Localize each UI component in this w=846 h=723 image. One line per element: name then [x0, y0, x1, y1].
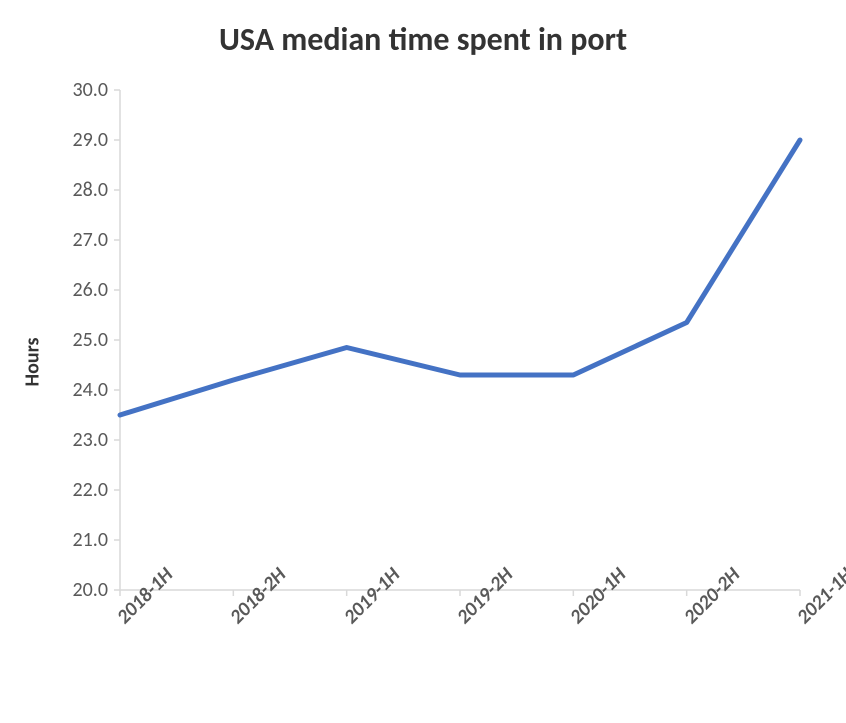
y-tick-label: 20.0 [60, 578, 108, 602]
data-line [120, 140, 800, 415]
y-tick-label: 25.0 [60, 328, 108, 352]
y-tick-label: 26.0 [60, 278, 108, 302]
y-tick-label: 23.0 [60, 428, 108, 452]
y-tick-label: 27.0 [60, 228, 108, 252]
y-tick-label: 29.0 [60, 128, 108, 152]
y-tick-label: 22.0 [60, 478, 108, 502]
y-tick-label: 30.0 [60, 78, 108, 102]
y-tick-label: 28.0 [60, 178, 108, 202]
y-tick-label: 21.0 [60, 528, 108, 552]
chart-container: USA median time spent in port Hours 20.0… [0, 0, 846, 723]
y-tick-label: 24.0 [60, 378, 108, 402]
